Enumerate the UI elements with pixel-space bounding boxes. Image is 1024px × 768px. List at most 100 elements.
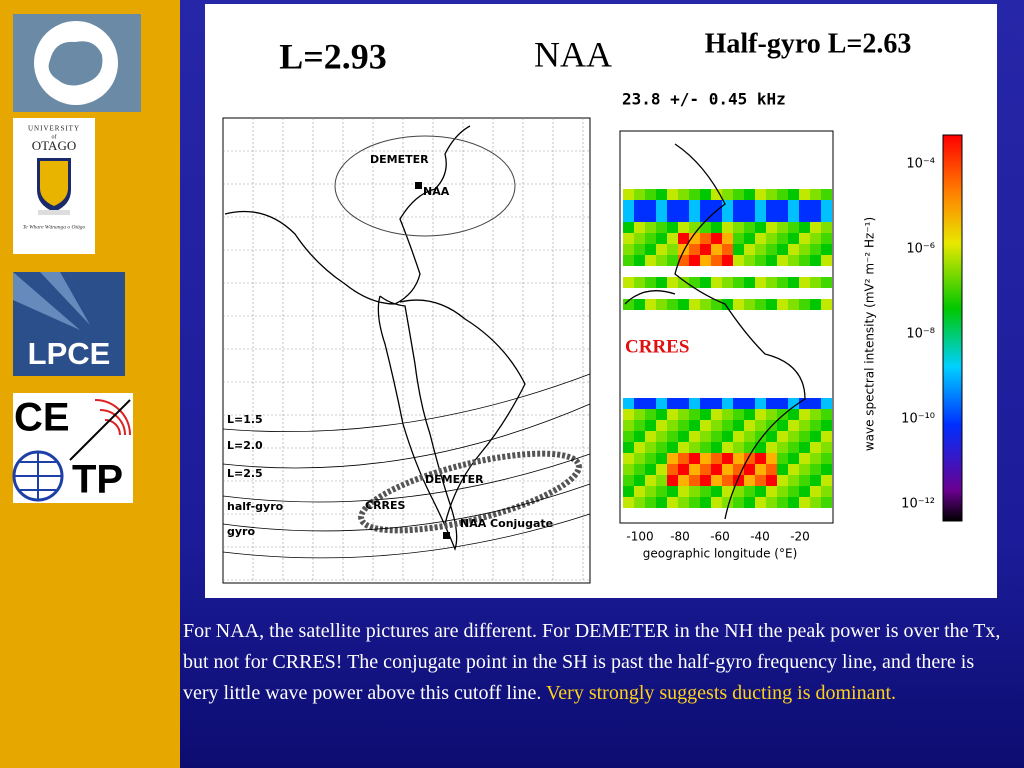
map-cell (678, 244, 689, 255)
map-cell (656, 442, 667, 453)
map-cell (634, 475, 645, 486)
map-cell (722, 277, 733, 288)
map-cell (777, 475, 788, 486)
coastline (624, 143, 806, 520)
map-label: NAA Conjugate (460, 517, 553, 530)
x-axis-title: geographic longitude (°E) (643, 547, 798, 561)
map-cell (733, 398, 744, 409)
otago-crest-inner (40, 161, 68, 206)
map-cell (744, 244, 755, 255)
map-cell (744, 299, 755, 310)
map-cell (799, 244, 810, 255)
map-cell (777, 233, 788, 244)
map-cell (645, 211, 656, 222)
map-cell (689, 453, 700, 464)
map-cell (645, 255, 656, 266)
map-cell (755, 475, 766, 486)
map-cell (678, 420, 689, 431)
map-cell (799, 453, 810, 464)
map-cell (788, 398, 799, 409)
map-cell (700, 299, 711, 310)
map-cell (733, 453, 744, 464)
map-cell (678, 398, 689, 409)
map-cell (656, 299, 667, 310)
map-cell (821, 409, 832, 420)
map-cell (810, 233, 821, 244)
map-cell (623, 475, 634, 486)
map-cell (777, 442, 788, 453)
map-cell (667, 277, 678, 288)
map-cell (656, 464, 667, 475)
map-cell (821, 299, 832, 310)
right-title: Half-gyro L=2.63 (705, 28, 912, 59)
map-cell (766, 453, 777, 464)
x-tick-label: -80 (670, 530, 690, 544)
map-cell (766, 244, 777, 255)
map-cell (667, 189, 678, 200)
map-label: DEMETER (425, 473, 484, 486)
map-cell (821, 200, 832, 211)
map-cell (667, 222, 678, 233)
map-cell (623, 277, 634, 288)
map-cell (689, 244, 700, 255)
map-cell (689, 464, 700, 475)
map-label: L=2.0 (227, 439, 263, 452)
map-cell (700, 255, 711, 266)
map-cell (623, 442, 634, 453)
map-cell (755, 189, 766, 200)
map-cell (788, 211, 799, 222)
coastline (224, 125, 526, 551)
map-cell (722, 431, 733, 442)
map-cell (711, 409, 722, 420)
map-cell (799, 497, 810, 508)
map-cell (777, 453, 788, 464)
map-cell (711, 431, 722, 442)
map-cell (733, 189, 744, 200)
map-cell (744, 420, 755, 431)
map-cell (678, 222, 689, 233)
map-cell (733, 409, 744, 420)
map-cell (656, 233, 667, 244)
map-cell (645, 475, 656, 486)
map-cell (755, 420, 766, 431)
map-cell (722, 464, 733, 475)
map-cell (678, 277, 689, 288)
map-cell (744, 200, 755, 211)
map-cell (799, 420, 810, 431)
map-cell (744, 211, 755, 222)
map-cell (821, 464, 832, 475)
otago-ribbon (38, 210, 70, 215)
map-cell (634, 299, 645, 310)
map-cell (722, 233, 733, 244)
map-cell (645, 464, 656, 475)
map-cell (645, 442, 656, 453)
colorbar-tick-label: 10⁻⁴ (906, 157, 935, 172)
map-cell (821, 244, 832, 255)
map-cell (744, 475, 755, 486)
map-cell (700, 453, 711, 464)
map-cell (689, 486, 700, 497)
map-cell (766, 255, 777, 266)
map-cell (766, 464, 777, 475)
map-cell (634, 464, 645, 475)
map-cell (711, 233, 722, 244)
map-cell (634, 442, 645, 453)
map-cell (755, 222, 766, 233)
map-cell (656, 222, 667, 233)
map-cell (634, 189, 645, 200)
map-cell (711, 464, 722, 475)
map-cell (755, 453, 766, 464)
map-cell (777, 200, 788, 211)
map-cell (733, 464, 744, 475)
map-cell (700, 211, 711, 222)
map-cell (656, 475, 667, 486)
lpce-rays (13, 272, 90, 330)
map-cell (777, 277, 788, 288)
map-cell (810, 409, 821, 420)
map-cell (678, 299, 689, 310)
map-cell (634, 409, 645, 420)
map-cell (766, 475, 777, 486)
map-cell (689, 431, 700, 442)
map-cell (645, 486, 656, 497)
map-cell (744, 497, 755, 508)
